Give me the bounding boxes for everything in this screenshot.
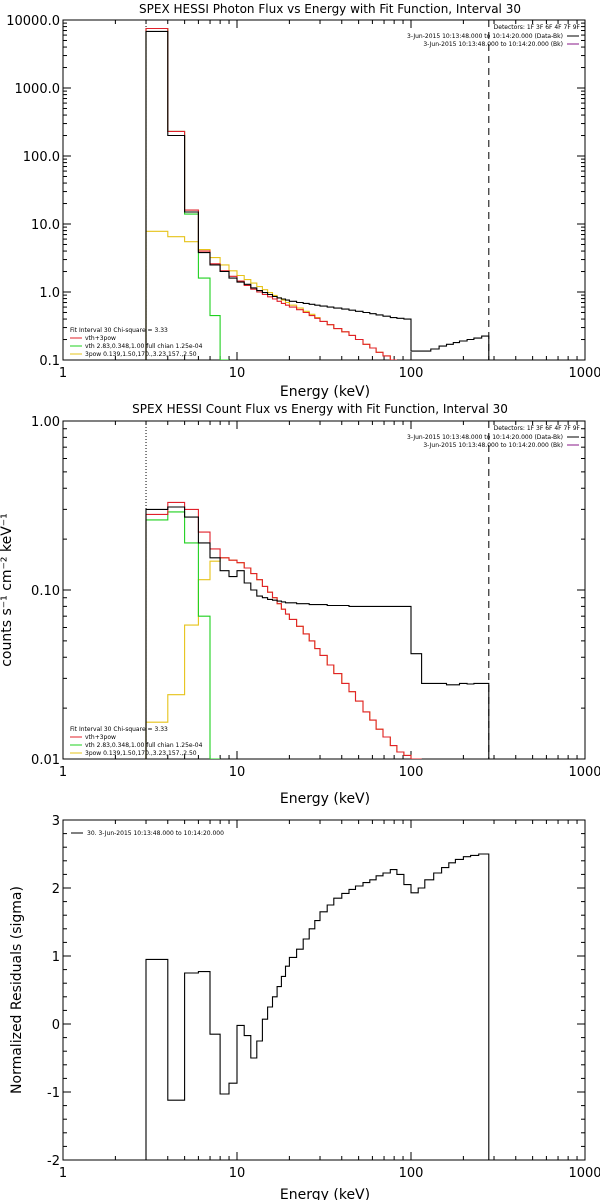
- legend-label: 3-Jun-2015 10:13:48.000 to 10:14:20.000 …: [407, 434, 563, 441]
- fit-legend-label: vth+3pow: [85, 734, 116, 741]
- x-tick-label: 100: [399, 765, 424, 780]
- series-data-bk: [145, 506, 490, 759]
- x-tick-label: 1: [59, 1166, 67, 1181]
- y-tick-label: 0.10: [31, 584, 60, 599]
- photon-plot-frame: [62, 19, 586, 361]
- x-tick-label: 10: [229, 366, 246, 381]
- fit-legend-label: vth+3pow: [85, 335, 116, 342]
- y-tick-label: 1.0: [39, 286, 60, 301]
- count-plot-frame: [62, 420, 586, 760]
- x-tick-label: 10: [229, 765, 246, 780]
- count-flux-panel: SPEX HESSI Count Flux vs Energy with Fit…: [0, 402, 600, 807]
- y-tick-label: 10.0: [31, 218, 60, 233]
- y-tick-label: 3: [52, 814, 60, 829]
- count-ylabel: counts s⁻¹ cm⁻² keV⁻¹: [0, 513, 15, 667]
- x-tick-label: 1000: [568, 366, 600, 381]
- residuals-plot-frame: [62, 819, 586, 1161]
- x-tick-label: 10: [229, 1166, 246, 1181]
- y-tick-label: 100.0: [23, 150, 60, 165]
- count-xlabel: Energy (keV): [280, 791, 370, 807]
- legend-label: 3-Jun-2015 10:13:48.000 to 10:14:20.000 …: [407, 33, 563, 40]
- x-tick-label: 1000: [568, 1166, 600, 1181]
- x-tick-label: 100: [399, 366, 424, 381]
- legend-label: 3-Jun-2015 10:13:48.000 to 10:14:20.000 …: [423, 442, 563, 449]
- series-3pow: [145, 230, 397, 360]
- y-tick-label: 2: [52, 882, 60, 897]
- residual-legend-label: 30. 3-Jun-2015 10:13:48.000 to 10:14:20.…: [87, 830, 224, 837]
- x-tick-label: 1000: [568, 765, 600, 780]
- y-tick-label: 1.00: [31, 415, 60, 430]
- series-30-3-jun-2015-10-13-48-000-to-10-14-20-000: [145, 853, 490, 1160]
- fit-legend-label: 3pow 0.139,1.50,170.,3.23,157.,2.50: [85, 750, 197, 757]
- series-vth: [145, 511, 221, 759]
- residuals-ylabel: Normalized Residuals (sigma): [9, 886, 25, 1094]
- fit-legend-header: Fit Interval 30 Chi-square = 3.33: [70, 726, 168, 733]
- photon-detectors-label: Detectors: 1F 3F 6F 4F 7F 9F: [494, 24, 581, 31]
- fit-legend-label: vth 2.83,0.348,1.00 full chian 1.25e-04: [85, 343, 203, 350]
- count-panel-title: SPEX HESSI Count Flux vs Energy with Fit…: [132, 402, 508, 416]
- y-tick-label: -2: [47, 1154, 60, 1169]
- series-vth-3pow: [145, 501, 422, 759]
- y-tick-label: 10000.0: [6, 14, 60, 29]
- series-vth: [145, 27, 229, 360]
- fit-legend-label: 3pow 0.139,1.50,170.,3.23,157.,2.50: [85, 351, 197, 358]
- fit-legend-header: Fit Interval 30 Chi-square = 3.33: [70, 327, 168, 334]
- photon-xlabel: Energy (keV): [280, 384, 370, 400]
- legend-label: 3-Jun-2015 10:13:48.000 to 10:14:20.000 …: [423, 41, 563, 48]
- residuals-xlabel: Energy (keV): [280, 1187, 370, 1200]
- photon-panel-title: SPEX HESSI Photon Flux vs Energy with Fi…: [139, 2, 521, 16]
- y-tick-label: 0.1: [39, 354, 60, 369]
- count-detectors-label: Detectors: 1F 3F 6F 4F 7F 9F: [494, 425, 581, 432]
- x-tick-label: 1: [59, 366, 67, 381]
- y-tick-label: 1000.0: [15, 82, 61, 97]
- y-tick-label: -1: [47, 1086, 60, 1101]
- residuals-panel: Energy (keV) Normalized Residuals (sigma…: [9, 814, 600, 1200]
- y-tick-label: 0: [52, 1018, 60, 1033]
- series-vth-3pow: [145, 27, 397, 360]
- fit-legend-label: vth 2.83,0.348,1.00 full chian 1.25e-04: [85, 742, 203, 749]
- x-tick-label: 1: [59, 765, 67, 780]
- series-data-bk: [145, 30, 490, 360]
- x-tick-label: 100: [399, 1166, 424, 1181]
- y-tick-label: 1: [52, 950, 60, 965]
- photon-flux-panel: SPEX HESSI Photon Flux vs Energy with Fi…: [6, 2, 600, 400]
- y-tick-label: 0.01: [31, 753, 60, 768]
